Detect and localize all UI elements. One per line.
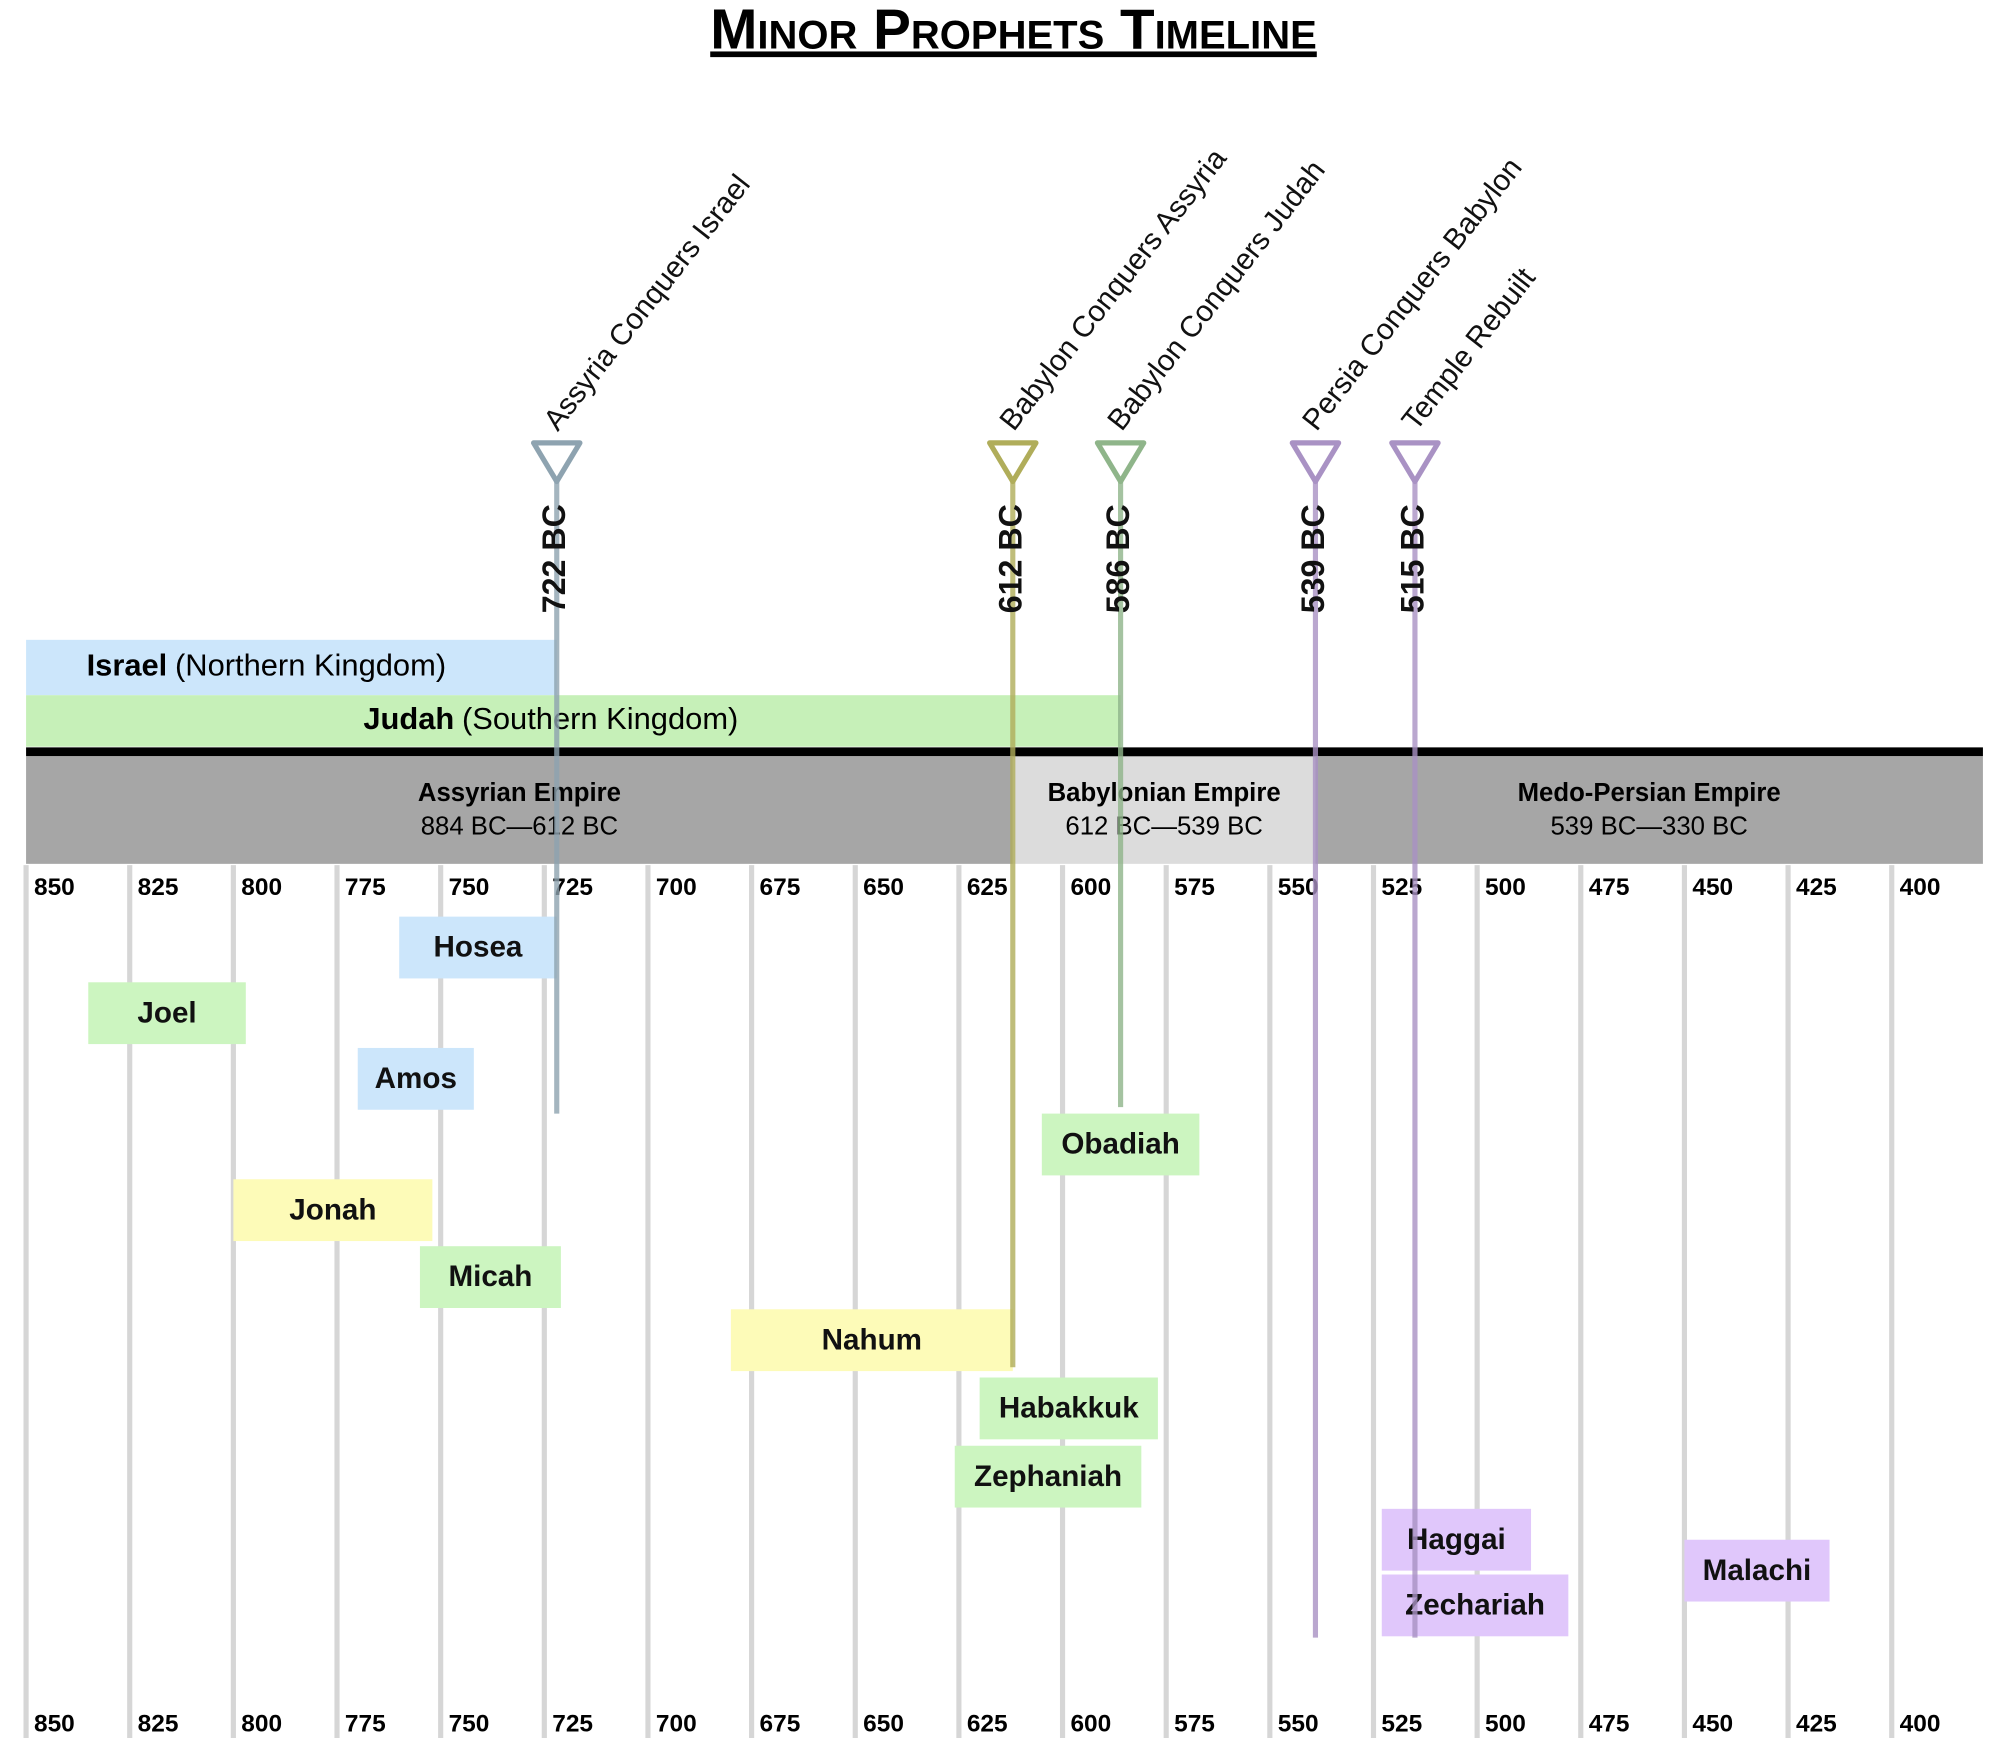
x-tick-label: 850 [34,874,75,901]
prophet-label: Zephaniah [974,1460,1122,1493]
x-tick-label: 600 [1070,874,1111,901]
empire-bar [1315,756,1983,864]
event-marker [1094,440,1147,485]
bands [26,639,1983,864]
prophet-bar [730,1309,1013,1372]
event-marker [1289,440,1342,485]
event-name: Babylon Conquers Judah [1101,154,1332,436]
x-tick-label: 800 [241,874,282,901]
x-tick-label: 800 [241,1711,282,1738]
x-tick-label: 550 [1278,1711,1319,1738]
x-tick-label: 400 [1900,1711,1941,1738]
prophet-label: Zechariah [1405,1589,1545,1622]
prophet-bar [233,1179,433,1242]
prophet-label: Micah [448,1260,532,1293]
x-tick-label: 850 [34,1711,75,1738]
x-tick-label: 600 [1070,1711,1111,1738]
prophet-bar [979,1377,1158,1440]
x-tick-label: 425 [1796,874,1837,901]
x-tick-label: 500 [1485,874,1526,901]
x-tick-label: 450 [1692,874,1733,901]
event-marker [987,440,1039,485]
event-year: 539 BC [1295,504,1331,613]
prophet-bar [1381,1508,1532,1571]
kingdom-bar [26,695,1121,747]
prophet-bar [399,916,557,979]
empire-dates: 612 BC—539 BC [1065,813,1262,841]
prophet-bar [1684,1539,1830,1602]
kingdom-bar [26,639,557,696]
kingdom-label: Israel (Northern Kingdom) [87,648,447,683]
event-year: 612 BC [992,504,1028,613]
prophets: Hosea Joel Amos Obadiah Jonah Micah Nahum Habak… [88,916,1830,1637]
event-marker [531,440,583,485]
prophet-label: Obadiah [1061,1128,1179,1161]
prophet-label: Malachi [1703,1554,1812,1587]
event-marker [1389,440,1441,485]
x-tick-label: 450 [1692,1711,1733,1738]
x-tick-label: 750 [449,1711,490,1738]
x-tick-label: 500 [1485,1711,1526,1738]
prophet-bar [954,1445,1142,1508]
x-tick-label: 775 [345,1711,386,1738]
x-tick-label: 675 [760,874,801,901]
x-tick-label: 550 [1278,874,1319,901]
x-tick-label: 575 [1174,874,1215,901]
empire-dates: 884 BC—612 BC [421,813,618,841]
x-tick-label: 475 [1589,874,1630,901]
prophet-bar [357,1047,474,1110]
x-tick-label: 650 [863,874,904,901]
x-tick-label: 750 [449,874,490,901]
x-tick-label: 400 [1900,874,1941,901]
x-tick-label: 700 [656,1711,697,1738]
prophet-bar [88,982,246,1045]
kingdom-name: Judah [363,701,454,736]
prophet-bar [419,1246,561,1309]
prophet-label: Haggai [1407,1523,1506,1556]
prophet-label: Joel [137,996,196,1029]
x-tick-label: 525 [1381,1711,1422,1738]
x-tick-label: 725 [552,1711,593,1738]
empire-bar [1012,756,1316,864]
event-name: Assyria Conquers Israel [537,169,757,437]
x-tick-label: 625 [967,1711,1008,1738]
empire-name: Assyrian Empire [418,779,621,807]
kingdom-label: Judah (Southern Kingdom) [363,701,738,736]
empire-name: Medo-Persian Empire [1518,779,1781,807]
x-tick-label: 575 [1174,1711,1215,1738]
chart-title: Minor Prophets Timeline [710,0,1317,61]
kingdom-note: (Southern Kingdom) [462,701,738,736]
event-year: 515 BC [1394,504,1430,613]
x-tick-label: 825 [138,1711,179,1738]
x-tick-label: 675 [760,1711,801,1738]
prophet-label: Jonah [289,1193,376,1226]
grid [23,865,1895,1738]
prophet-label: Nahum [822,1323,922,1356]
x-tick-label: 425 [1796,1711,1837,1738]
event-year: 586 BC [1100,504,1136,613]
prophet-label: Hosea [434,931,523,964]
empire-dates: 539 BC—330 BC [1550,813,1747,841]
kingdom-note: (Northern Kingdom) [175,648,446,683]
x-tick-label: 825 [138,874,179,901]
prophet-label: Amos [375,1062,457,1095]
x-tick-label: 650 [863,1711,904,1738]
event-year: 722 BC [536,504,572,613]
x-tick-label: 475 [1589,1711,1630,1738]
empire-bar [26,756,1013,864]
x-tick-label: 775 [345,874,386,901]
foreground: 8508508258258008007757757507507257257007… [26,142,1983,1738]
x-tick-label: 625 [967,874,1008,901]
prophet-label: Habakkuk [999,1392,1139,1425]
x-tick-label: 700 [656,874,697,901]
prophet-bar [1041,1113,1200,1176]
kingdom-name: Israel [87,648,168,683]
empire-name: Babylonian Empire [1048,779,1281,807]
event-name: Babylon Conquers Assyria [993,142,1233,436]
